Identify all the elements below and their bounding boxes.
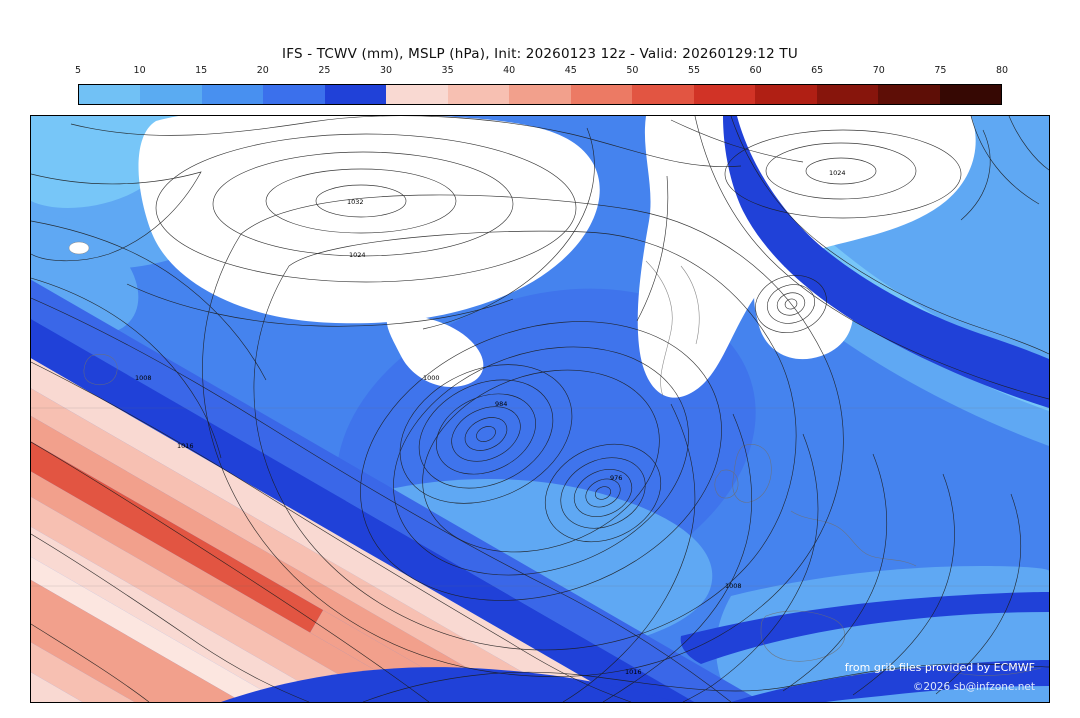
island-spot xyxy=(68,241,90,255)
svg-text:1032: 1032 xyxy=(347,198,364,206)
contour-value-labels: 1032 1024 1024 1016 1008 1000 984 976 10… xyxy=(135,169,846,676)
colorbar-tick: 50 xyxy=(626,65,639,76)
colorbar-segment xyxy=(201,85,264,104)
colorbar-segment xyxy=(324,85,387,104)
svg-text:1024: 1024 xyxy=(349,251,366,259)
colorbar-tick: 80 xyxy=(995,65,1009,76)
colorbar-tick: 45 xyxy=(564,65,577,76)
cyclone-shared-contours xyxy=(360,321,722,601)
colorbar-segment xyxy=(632,85,694,104)
cyclone-2-rings xyxy=(544,443,662,543)
colorbar-segment xyxy=(570,85,633,104)
attribution: from grib files provided by ECMWF ©2026 … xyxy=(845,658,1035,697)
svg-text:1000: 1000 xyxy=(423,374,440,382)
colorbar xyxy=(78,84,1002,105)
svg-text:976: 976 xyxy=(610,474,622,482)
colorbar-tick: 25 xyxy=(318,65,331,76)
colorbar-tick: 55 xyxy=(687,65,701,76)
colorbar-tick: 60 xyxy=(749,65,762,76)
colorbar-tick: 35 xyxy=(441,65,454,76)
colorbar-segment xyxy=(140,85,202,104)
colorbar-segment xyxy=(263,85,325,104)
colorbar-segment xyxy=(878,85,940,104)
svg-text:1016: 1016 xyxy=(625,668,642,676)
cyclone-1-rings xyxy=(399,364,573,504)
svg-text:1008: 1008 xyxy=(725,582,742,590)
colorbar-tick: 5 xyxy=(74,65,82,76)
colorbar-tick: 15 xyxy=(195,65,208,76)
weather-map-svg: 1032 1024 1024 1016 1008 1000 984 976 10… xyxy=(31,116,1049,702)
dark-moisture-bands xyxy=(221,116,1049,702)
colorbar-tick-labels: 5 10 15 20 25 30 35 40 45 50 55 60 65 70 75 80 xyxy=(74,65,1008,78)
colorbar-tick: 30 xyxy=(379,65,393,76)
pressure-contours-layer xyxy=(31,116,1049,702)
colorbar-segment xyxy=(386,85,448,104)
attribution-source: from grib files provided by ECMWF xyxy=(844,661,1035,675)
colorbar-segment xyxy=(79,85,141,104)
colorbar-tick: 40 xyxy=(503,65,516,76)
colorbar-segment xyxy=(755,85,817,104)
colorbar-tick: 65 xyxy=(811,65,824,76)
colorbar-segment xyxy=(816,85,879,104)
colorbar-tick: 10 xyxy=(133,65,146,76)
colorbar-segment xyxy=(447,85,510,104)
graticule-lines xyxy=(31,407,1049,587)
colorbar-segment xyxy=(693,85,756,104)
svg-text:1008: 1008 xyxy=(135,374,152,382)
colorbar-tick: 75 xyxy=(934,65,947,76)
svg-text:1024: 1024 xyxy=(829,169,846,177)
svg-text:1016: 1016 xyxy=(177,442,194,450)
moisture-shading-layer xyxy=(31,116,1049,702)
svg-text:984: 984 xyxy=(495,400,507,408)
attribution-copyright: ©2026 sb@infzone.net xyxy=(912,681,1035,694)
cyclone-3-rings xyxy=(755,275,827,333)
colorbar-segment xyxy=(939,85,1002,104)
map-area: 1032 1024 1024 1016 1008 1000 984 976 10… xyxy=(30,115,1050,703)
colorbar-segment xyxy=(509,85,571,104)
chart-title: IFS - TCWV (mm), MSLP (hPa), Init: 20260… xyxy=(282,46,798,62)
colorbar-tick: 70 xyxy=(872,65,885,76)
colorbar-tick: 20 xyxy=(256,65,269,76)
